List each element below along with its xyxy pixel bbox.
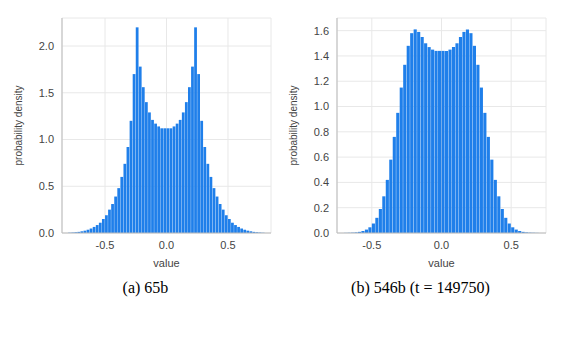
- svg-text:1.0: 1.0: [39, 133, 54, 145]
- svg-text:0.4: 0.4: [314, 176, 329, 188]
- svg-text:0.0: 0.0: [314, 227, 329, 239]
- svg-text:0.0: 0.0: [39, 227, 54, 239]
- html-text:(b) 546b (t = 149750): (b) 546b (t = 149750): [351, 279, 490, 296]
- svg-text:1.5: 1.5: [39, 87, 54, 99]
- svg-text:value: value: [153, 257, 179, 269]
- html-text:(a) 65b: (a) 65b: [122, 279, 169, 296]
- svg-text:probability density: probability density: [288, 85, 299, 165]
- svg-text:0.5: 0.5: [504, 239, 519, 251]
- svg-text:value: value: [428, 257, 454, 269]
- svg-text:0.0: 0.0: [434, 239, 449, 251]
- svg-text:-0.5: -0.5: [362, 239, 381, 251]
- svg-text:-0.5: -0.5: [96, 239, 115, 251]
- svg-text:1.2: 1.2: [314, 75, 329, 87]
- svg-text:0.8: 0.8: [314, 126, 329, 138]
- svg-text:1.4: 1.4: [314, 50, 329, 62]
- svg-text:0.0: 0.0: [159, 239, 174, 251]
- svg-text:probability density: probability density: [13, 85, 24, 165]
- svg-text:1.6: 1.6: [314, 25, 329, 37]
- svg-text:0.5: 0.5: [39, 180, 54, 192]
- svg-text:0.6: 0.6: [314, 151, 329, 163]
- svg-text:2.0: 2.0: [39, 40, 54, 52]
- svg-text:1.0: 1.0: [314, 100, 329, 112]
- svg-text:0.2: 0.2: [314, 202, 329, 214]
- svg-text:0.5: 0.5: [220, 239, 235, 251]
